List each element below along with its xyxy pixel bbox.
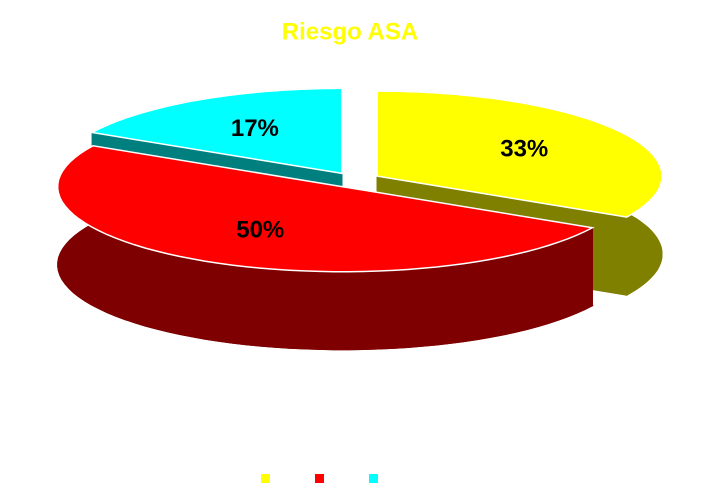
legend-swatch [369,474,378,483]
legend-swatch [261,474,270,483]
slice [376,90,663,218]
data-label: 33% [500,135,548,162]
slice [56,145,595,273]
data-label: 50% [236,217,284,244]
legend-swatch [315,474,324,483]
slice [89,87,343,175]
data-label: 17% [231,115,279,142]
chart-title: Riesgo ASA [282,18,418,45]
